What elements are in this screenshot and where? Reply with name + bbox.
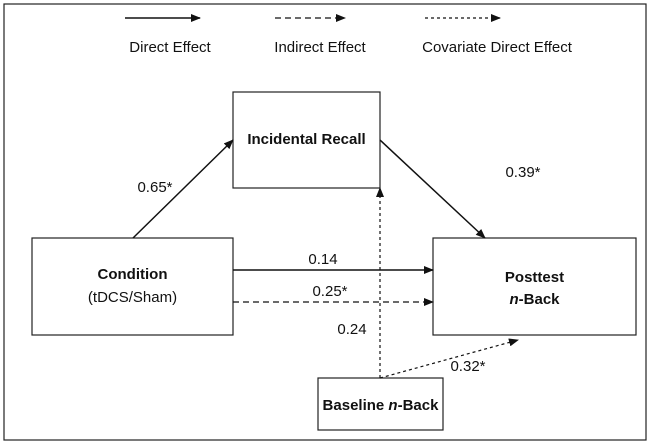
edge-label: 0.65* [137, 179, 172, 196]
node-label-part: (tDCS/Sham) [88, 289, 177, 306]
edge-label: 0.39* [505, 164, 540, 181]
node-label: n-Back [509, 291, 560, 308]
node-label-part: -Back [398, 397, 440, 414]
node-box [432, 237, 637, 336]
node-label-part: Posttest [505, 269, 564, 286]
node-label-part: Condition [98, 266, 168, 283]
legend-label: Indirect Effect [274, 39, 366, 56]
node-label-part: n [509, 291, 518, 308]
edge-arrow [379, 338, 519, 379]
node-label: (tDCS/Sham) [88, 289, 177, 306]
node-box [232, 91, 381, 189]
node-label-part: n [388, 397, 397, 414]
node-label: Posttest [505, 269, 564, 286]
edge-label: 0.24 [337, 321, 366, 338]
node-label-part: Incidental Recall [247, 131, 365, 148]
legend-label: Covariate Direct Effect [422, 39, 573, 56]
node-label-part: -Back [519, 291, 561, 308]
node-label: Condition [98, 266, 168, 283]
node-box [317, 377, 444, 431]
edge-label: 0.32* [450, 358, 485, 375]
node-label-part: Baseline [323, 397, 389, 414]
edge-label: 0.14 [308, 251, 337, 268]
frame [3, 3, 647, 441]
node-label: Baseline n-Back [323, 397, 440, 414]
legend-label: Direct Effect [129, 39, 211, 56]
edge-arrow [379, 139, 486, 239]
edge-arrow [132, 139, 234, 239]
node-box [31, 237, 234, 336]
edge-label: 0.25* [312, 283, 347, 300]
node-label: Incidental Recall [247, 131, 365, 148]
